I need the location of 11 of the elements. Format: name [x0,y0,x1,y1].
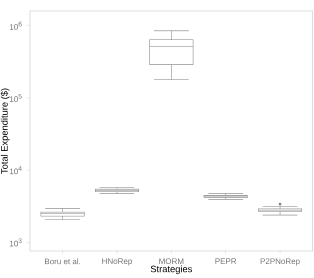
x-axis-title: Strategies [150,265,192,274]
y-tick-label: 10$^{6}$ [10,22,22,30]
y-tick-label: 10$^{4}$ [10,166,22,174]
x-tick-label: PEPR [215,258,236,264]
x-tick-label: Boru et al. [45,258,80,264]
x-tick-label: HNoRep [102,258,132,266]
y-axis-title: Total Expenditure ($) [0,88,10,174]
x-tick-label: MORM [159,258,184,264]
y-tick-label: 10$^{3}$ [10,238,22,246]
y-tick-label: 10$^{5}$ [10,94,22,102]
x-tick-label: P2PNoRep [260,258,300,266]
